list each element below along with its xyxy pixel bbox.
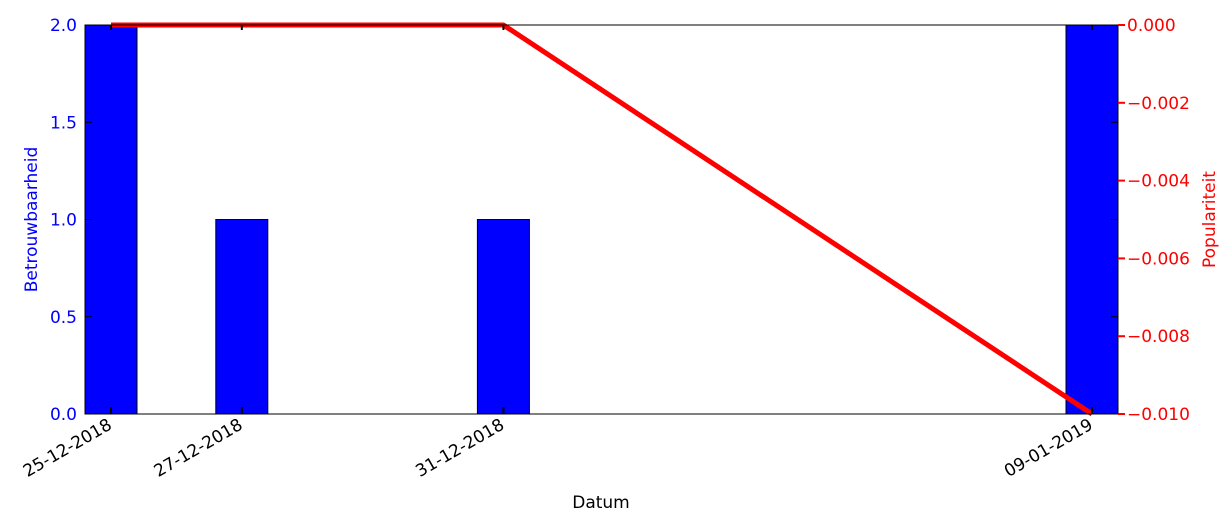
bar — [1065, 24, 1119, 415]
left-axis-title: Betrouwbaarheid — [22, 147, 42, 293]
left-axis: 0.0 0.5 1.0 1.5 2.0 — [50, 16, 1118, 425]
right-axis-title: Populariteit — [1200, 171, 1219, 268]
x-tick-label: 31-12-2018 — [412, 415, 508, 482]
x-axis-title: Datum — [572, 493, 630, 513]
right-tick-label: −0.002 — [1127, 94, 1190, 114]
x-tick-label: 09-01-2019 — [1001, 415, 1097, 482]
bar — [215, 219, 269, 415]
left-tick-label: 1.0 — [50, 211, 77, 231]
right-tick-label: −0.006 — [1127, 249, 1190, 269]
right-tick-label: −0.004 — [1127, 172, 1190, 192]
right-tick-label: −0.008 — [1127, 327, 1190, 347]
right-axis: 0.000 −0.002 −0.004 −0.006 −0.008 −0.010 — [1118, 16, 1190, 425]
x-tick-label: 27-12-2018 — [151, 415, 247, 482]
right-tick-label: 0.000 — [1127, 16, 1176, 36]
left-tick-label: 1.5 — [50, 113, 77, 133]
left-tick-label: 0.5 — [50, 308, 77, 328]
bar — [476, 219, 530, 415]
left-tick-label: 2.0 — [50, 16, 77, 36]
x-tick-label: 25-12-2018 — [20, 415, 116, 482]
left-tick-label: 0.0 — [50, 405, 77, 425]
right-tick-label: −0.010 — [1127, 405, 1190, 425]
bars-layer — [84, 24, 1119, 415]
bar — [84, 24, 138, 415]
